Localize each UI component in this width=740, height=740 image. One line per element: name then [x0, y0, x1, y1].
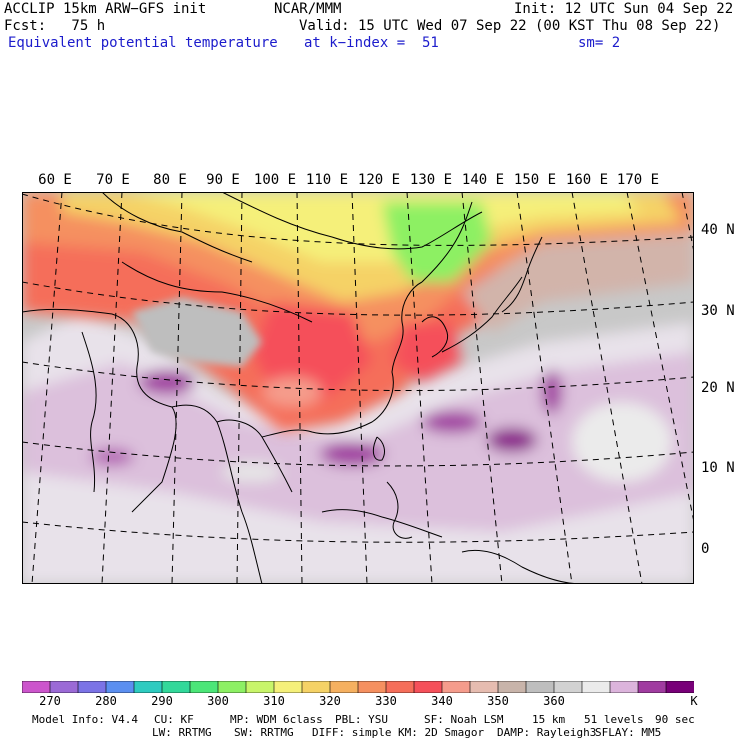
org-label: NCAR/MMM: [274, 1, 342, 17]
tropical-field: [22, 312, 694, 584]
colorbar-swatch: [525, 681, 555, 693]
footer-resolution: 15 km: [532, 713, 566, 726]
colorbar-label: 340: [431, 694, 453, 708]
colorbar-swatch: [22, 681, 51, 693]
lon-label-140e: 140 E: [461, 172, 505, 188]
level-label: at k−index = 51: [304, 35, 439, 51]
colorbar-swatch: [273, 681, 303, 693]
colorbar-swatch: [357, 681, 387, 693]
lon-label-100e: 100 E: [253, 172, 297, 188]
colorbar-swatch: [49, 681, 79, 693]
colorbar-swatch: [553, 681, 583, 693]
footer-damp: DAMP: Rayleigh3: [497, 726, 597, 739]
footer-diff: DIFF: simple: [312, 726, 392, 739]
colorbar-label: 360: [543, 694, 565, 708]
colorbar-swatch: [665, 681, 694, 693]
colorbar-swatch: [637, 681, 667, 693]
colorbar-swatch: [441, 681, 471, 693]
lat-label-40n: 40 N: [701, 222, 735, 238]
forecast-hour: Fcst: 75 h: [4, 18, 106, 34]
colorbar-label: 280: [95, 694, 117, 708]
colorbar-swatch: [469, 681, 499, 693]
colorbar-swatch: [217, 681, 247, 693]
lon-label-160e: 160 E: [565, 172, 609, 188]
lon-label-110e: 110 E: [305, 172, 349, 188]
colorbar-swatch: [245, 681, 275, 693]
smoothing-label: sm= 2: [578, 35, 621, 51]
colorbar-swatch: [105, 681, 135, 693]
footer-model-info: Model Info: V4.4: [32, 713, 138, 726]
colorbar-label: 270: [39, 694, 61, 708]
lat-label-20n: 20 N: [701, 380, 735, 396]
colorbar-swatch: [161, 681, 191, 693]
footer-sw: SW: RRTMG: [234, 726, 294, 739]
colorbar-swatch: [189, 681, 219, 693]
colorbar-swatch: [609, 681, 639, 693]
colorbar-swatch: [413, 681, 443, 693]
colorbar-swatch: [581, 681, 611, 693]
colorbar-unit: K: [690, 694, 698, 708]
colorbar-label: 320: [319, 694, 341, 708]
footer-mp: MP: WDM 6class: [230, 713, 323, 726]
colorbar-label: 290: [151, 694, 173, 708]
plateau-field: [132, 297, 262, 367]
footer-levels: 51 levels: [584, 713, 644, 726]
lon-label-170e: 170 E: [616, 172, 660, 188]
footer-sf: SF: Noah LSM: [424, 713, 504, 726]
footer-pbl: PBL: YSU: [335, 713, 388, 726]
colorbar-label: 310: [263, 694, 285, 708]
colorbar-label: 350: [487, 694, 509, 708]
footer-lw: LW: RRTMG: [152, 726, 212, 739]
lon-label-150e: 150 E: [513, 172, 557, 188]
colorbar-swatch: [497, 681, 527, 693]
lon-label-90e: 90 E: [206, 172, 240, 188]
lat-label-10n: 10 N: [701, 460, 735, 476]
colorbar-swatch: [301, 681, 331, 693]
lon-label-120e: 120 E: [357, 172, 401, 188]
colorbar-label: 330: [375, 694, 397, 708]
lon-label-60e: 60 E: [38, 172, 72, 188]
lat-label-0: 0: [701, 541, 710, 557]
colorbar: [22, 681, 694, 693]
colorbar-swatch: [385, 681, 415, 693]
footer-sflay: SFLAY: MM5: [595, 726, 662, 739]
lon-label-70e: 70 E: [96, 172, 130, 188]
lon-label-80e: 80 E: [153, 172, 187, 188]
theta-e-map: [22, 192, 694, 584]
footer-timestep: 90 sec: [655, 713, 695, 726]
valid-time: Valid: 15 UTC Wed 07 Sep 22 (00 KST Thu …: [299, 18, 721, 34]
model-title: ACCLIP 15km ARW−GFS init: [4, 1, 207, 17]
colorbar-swatch: [77, 681, 107, 693]
graticule: [22, 192, 694, 584]
field-name: Equivalent potential temperature: [8, 35, 278, 51]
init-time: Init: 12 UTC Sun 04 Sep 22: [514, 1, 734, 17]
lon-label-130e: 130 E: [409, 172, 453, 188]
colorbar-label: 300: [207, 694, 229, 708]
lat-label-30n: 30 N: [701, 303, 735, 319]
colorbar-swatch: [329, 681, 359, 693]
footer-cu: CU: KF: [154, 713, 194, 726]
colorbar-swatch: [133, 681, 163, 693]
footer-km: KM: 2D Smagor: [398, 726, 485, 739]
